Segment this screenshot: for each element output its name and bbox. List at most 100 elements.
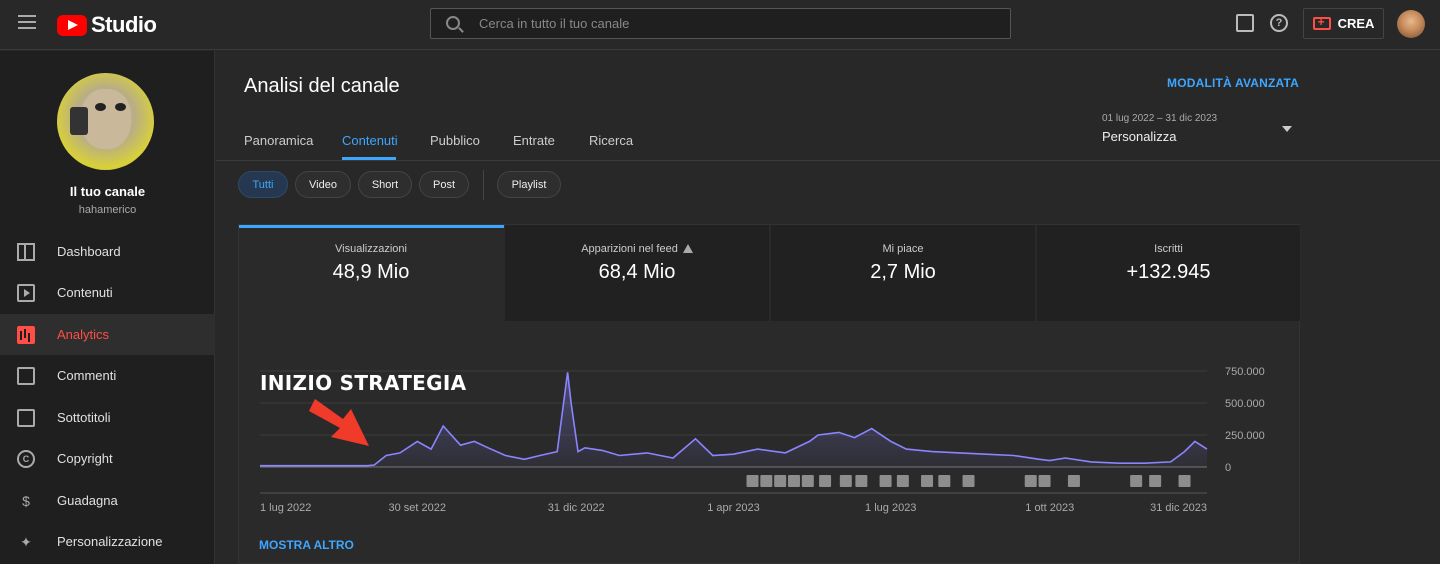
create-button-label: CREA <box>1337 16 1375 31</box>
upload-marker <box>819 475 832 487</box>
analytics-card: Visualizzazioni 48,9 Mio Apparizioni nel… <box>238 224 1301 564</box>
metric-label: Iscritti <box>1154 243 1183 255</box>
metric-likes[interactable]: Mi piace 2,7 Mio <box>771 225 1036 321</box>
x-tick-label: 31 dic 2023 <box>1150 502 1207 514</box>
channel-handle: hahamerico <box>78 204 137 216</box>
tab-contenuti[interactable]: Contenuti <box>342 133 398 148</box>
tab-entrate[interactable]: Entrate <box>513 133 555 148</box>
copyright-icon: C <box>17 449 35 468</box>
sidebar-item-label: Copyright <box>57 451 113 466</box>
channel-avatar[interactable] <box>57 73 154 170</box>
upload-marker <box>1130 475 1143 487</box>
upload-marker <box>787 475 800 487</box>
chip-short[interactable]: Short <box>358 171 412 198</box>
top-bar: Studio ? CREA <box>0 0 1440 50</box>
brand-name: Studio <box>91 12 157 37</box>
create-button[interactable]: CREA <box>1303 8 1384 39</box>
upload-markers <box>746 475 1191 487</box>
active-tab-indicator <box>342 157 396 160</box>
upload-marker <box>1024 475 1037 487</box>
content-icon <box>17 283 35 302</box>
feedback-icon[interactable] <box>1236 14 1254 32</box>
metric-value: +132.945 <box>1126 261 1211 283</box>
sidebar-item-label: Sottotitoli <box>57 410 111 425</box>
views-chart-svg[interactable]: 0 250.000 500.000 750.000 1 lug 2022 30 set … <box>239 321 1301 521</box>
x-axis: 1 lug 2022 30 set 2022 31 dic 2022 1 apr 20… <box>260 492 1207 514</box>
chip-playlist[interactable]: Playlist <box>497 171 561 198</box>
sidebar-item-personalizzazione[interactable]: ✦ Personalizzazione <box>0 521 215 562</box>
upload-marker <box>938 475 951 487</box>
date-range-text: 01 lug 2022 – 31 dic 2023 <box>1102 113 1218 124</box>
channel-name: Il tuo canale <box>69 184 146 199</box>
x-tick-label: 1 lug 2022 <box>260 502 311 514</box>
chip-post[interactable]: Post <box>419 171 469 198</box>
advanced-mode-link[interactable]: MODALITÀ AVANZATA <box>1167 76 1300 90</box>
studio-logo[interactable]: Studio <box>57 12 157 38</box>
warning-icon[interactable] <box>682 244 693 253</box>
upload-marker <box>746 475 759 487</box>
search-input[interactable] <box>479 9 999 38</box>
sidebar-item-label: Contenuti <box>57 285 113 300</box>
search-bar[interactable] <box>430 8 1011 39</box>
subtitles-icon <box>17 408 35 427</box>
create-video-icon <box>1312 15 1331 30</box>
avatar-phone <box>70 107 88 135</box>
chip-tutti[interactable]: Tutti <box>238 171 288 198</box>
help-icon[interactable]: ? <box>1270 14 1288 32</box>
metric-label-row: Apparizioni nel feed <box>505 243 769 255</box>
y-axis: 0 250.000 500.000 750.000 <box>1225 366 1265 474</box>
metric-subscribers[interactable]: Iscritti +132.945 <box>1037 225 1301 321</box>
x-tick-label: 30 set 2022 <box>389 502 447 514</box>
menu-icon[interactable] <box>18 15 36 29</box>
upload-marker <box>855 475 868 487</box>
upload-marker <box>1149 475 1162 487</box>
sidebar-item-analytics[interactable]: Analytics <box>0 314 215 355</box>
x-tick-label: 1 lug 2023 <box>865 502 916 514</box>
views-chart: 0 250.000 500.000 750.000 1 lug 2022 30 set … <box>239 321 1301 521</box>
dashboard-icon <box>17 242 35 261</box>
x-tick-label: 1 ott 2023 <box>1025 502 1074 514</box>
upload-marker <box>839 475 852 487</box>
avatar-face <box>81 89 131 149</box>
account-avatar[interactable] <box>1397 10 1425 38</box>
metric-value: 2,7 Mio <box>870 261 936 283</box>
upload-marker <box>962 475 975 487</box>
search-icon[interactable] <box>446 16 460 30</box>
date-range-select[interactable]: Personalizza <box>1102 129 1177 144</box>
tabs-divider <box>216 160 1440 161</box>
upload-marker <box>879 475 892 487</box>
sidebar-item-dashboard[interactable]: Dashboard <box>0 231 215 272</box>
chip-video[interactable]: Video <box>295 171 351 198</box>
show-more-button[interactable]: MOSTRA ALTRO <box>259 538 354 552</box>
sidebar-item-contenuti[interactable]: Contenuti <box>0 272 215 313</box>
x-tick-label: 31 dic 2022 <box>548 502 605 514</box>
metric-label: Apparizioni nel feed <box>581 243 678 255</box>
tab-ricerca[interactable]: Ricerca <box>589 133 634 148</box>
arrow-icon <box>309 399 369 446</box>
metric-label: Visualizzazioni <box>335 243 407 255</box>
tab-pubblico[interactable]: Pubblico <box>430 133 480 148</box>
metric-views[interactable]: Visualizzazioni 48,9 Mio <box>239 225 504 321</box>
y-tick-label: 750.000 <box>1225 366 1265 378</box>
y-tick-label: 500.000 <box>1225 398 1265 410</box>
upload-marker <box>801 475 814 487</box>
upload-marker <box>1178 475 1191 487</box>
y-tick-label: 0 <box>1225 462 1231 474</box>
sidebar-item-label: Personalizzazione <box>57 534 163 549</box>
sidebar-item-commenti[interactable]: Commenti <box>0 355 215 396</box>
sidebar-item-copyright[interactable]: C Copyright <box>0 438 215 479</box>
sidebar-item-label: Guadagna <box>57 493 118 508</box>
strategy-arrow <box>309 399 369 446</box>
metric-value: 48,9 Mio <box>332 261 410 283</box>
strategy-annotation: INIZIO STRATEGIA <box>260 371 467 395</box>
sidebar-item-sottotitoli[interactable]: Sottotitoli <box>0 397 215 438</box>
sidebar-item-guadagna[interactable]: $ Guadagna <box>0 480 215 521</box>
x-tick-label: 1 apr 2023 <box>707 502 760 514</box>
chevron-down-icon[interactable] <box>1282 126 1292 132</box>
tab-panoramica[interactable]: Panoramica <box>244 133 314 148</box>
metric-feed-impressions[interactable]: Apparizioni nel feed 68,4 Mio <box>505 225 770 321</box>
earn-icon: $ <box>22 492 30 509</box>
metric-label: Mi piace <box>882 243 924 255</box>
views-series-line[interactable] <box>260 372 1208 467</box>
sidebar-item-label: Commenti <box>57 368 117 383</box>
